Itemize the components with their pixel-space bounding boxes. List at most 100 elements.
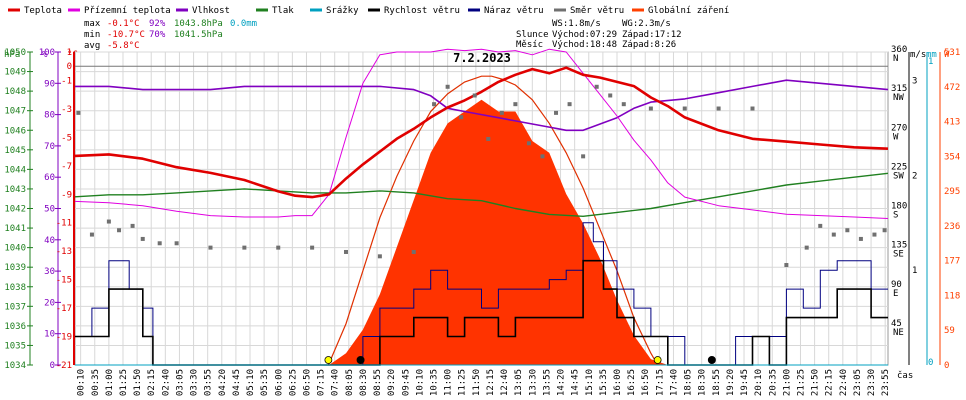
x-tick-label: 16:25 xyxy=(627,369,637,396)
sunrise-marker xyxy=(324,356,333,364)
x-tick-label: 23:30 xyxy=(867,369,877,396)
wind-direction-point xyxy=(872,232,877,237)
temp-tick: -13 xyxy=(56,247,72,257)
wind-direction-point xyxy=(581,154,586,159)
wind-direction-point xyxy=(845,228,850,233)
x-tick-label: 03:05 xyxy=(175,369,185,396)
hum-tick: 30 xyxy=(44,267,55,277)
legend-label: Globální záření xyxy=(648,6,729,16)
wind-direction-point xyxy=(784,263,789,268)
temperature-line xyxy=(74,66,889,199)
wind-tick: 2 xyxy=(912,171,917,181)
wind-direction-point xyxy=(472,93,477,98)
x-tick-label: 00:10 xyxy=(77,369,87,396)
stats-min-hum: 70% xyxy=(149,30,166,40)
rad-tick: 236 xyxy=(944,222,960,232)
x-tick-label: 01:00 xyxy=(105,369,115,396)
press-tick: 1042 xyxy=(4,205,26,215)
dir-label: SW xyxy=(893,171,904,181)
press-tick: 1048 xyxy=(4,87,26,97)
hum-tick: 0 xyxy=(50,361,55,371)
hum-tick: 80 xyxy=(44,111,55,121)
x-tick-label: 06:50 xyxy=(302,369,312,396)
x-tick-label: 07:15 xyxy=(317,369,327,396)
ws-value: WS:1.8m/s xyxy=(552,19,601,29)
dir-tick: 225 xyxy=(891,162,907,172)
wind-direction-point xyxy=(567,102,572,107)
press-tick: 1038 xyxy=(4,283,26,293)
rain-unit: mm xyxy=(926,50,937,60)
press-tick: 1036 xyxy=(4,322,26,332)
press-tick: 1043 xyxy=(4,185,26,195)
dir-tick: 360 xyxy=(891,45,907,55)
wind-direction-point xyxy=(140,236,145,241)
x-tick-label: 11:25 xyxy=(458,369,468,396)
x-tick-label: 08:05 xyxy=(345,369,355,396)
rain-tick: 1 xyxy=(928,57,933,67)
wind-direction-point xyxy=(818,223,823,228)
x-tick-label: 17:40 xyxy=(669,369,679,396)
wind-direction-point xyxy=(377,254,382,259)
stats-max-hum: 92% xyxy=(149,19,166,29)
hum-tick: 40 xyxy=(44,236,55,246)
rad-tick: 531 xyxy=(944,48,960,58)
hum-tick: 90 xyxy=(44,79,55,89)
x-tick-label: 16:00 xyxy=(613,369,623,396)
x-tick-label: 05:35 xyxy=(260,369,270,396)
wind-direction-point xyxy=(716,106,721,111)
press-tick: 1040 xyxy=(4,244,26,254)
hum-tick: 60 xyxy=(44,173,55,183)
stats-block: max -0.1°C 92% 1043.8hPa 0.0mm min -10.7… xyxy=(84,19,257,51)
wind-direction-point xyxy=(242,245,247,250)
x-tick-label: 18:55 xyxy=(712,369,722,396)
x-tick-label: 11:00 xyxy=(444,369,454,396)
x-tick-label: 19:45 xyxy=(740,369,750,396)
press-tick: 1050 xyxy=(4,48,26,58)
wind-direction-point xyxy=(540,154,545,159)
x-tick-label: 18:05 xyxy=(684,369,694,396)
temp-tick: -15 xyxy=(56,276,72,286)
global-radiation-area xyxy=(75,99,888,366)
x-tick-label: 15:10 xyxy=(585,369,595,396)
dir-label: SE xyxy=(893,250,904,260)
press-tick: 1049 xyxy=(4,68,26,78)
x-tick-label: 23:05 xyxy=(853,369,863,396)
wind-direction-point xyxy=(445,84,450,89)
x-tick-label: 21:25 xyxy=(796,369,806,396)
temp-tick: -11 xyxy=(56,219,72,229)
moon-rise: Východ:18:48 xyxy=(552,40,617,50)
x-tick-label: 08:55 xyxy=(373,369,383,396)
x-tick-label: 12:40 xyxy=(500,369,510,396)
axis-units: hPa % °C m/s mm W čas xyxy=(4,50,950,381)
x-tick-label: 04:45 xyxy=(232,369,242,396)
wind-direction-point xyxy=(831,232,836,237)
x-tick-label: 21:50 xyxy=(811,369,821,396)
wind-direction-point xyxy=(621,102,626,107)
stats-max-label: max xyxy=(84,19,101,29)
wind-unit: m/s xyxy=(910,50,926,60)
stats-max-temp: -0.1°C xyxy=(107,19,140,29)
x-tick-label: 00:35 xyxy=(91,369,101,396)
hum-unit: % xyxy=(42,50,48,60)
x-tick-label: 02:40 xyxy=(161,369,171,396)
humidity-line xyxy=(75,79,889,132)
legend: Teplota Přízemní teplota Vlhkost Tlak Srážky… xyxy=(8,6,729,16)
x-tick-label: 11:50 xyxy=(472,369,482,396)
press-tick: 1034 xyxy=(4,361,26,371)
sun-moon-info: WS:1.8m/s WG:2.3m/s Slunce Východ:07:29 … xyxy=(516,19,682,50)
moon-set: Západ:8:26 xyxy=(622,40,676,50)
wind-direction-point xyxy=(411,249,416,254)
wind-direction-point xyxy=(276,245,281,250)
press-tick: 1039 xyxy=(4,263,26,273)
dir-label: NW xyxy=(893,93,904,103)
wind-direction-point xyxy=(459,115,464,120)
hum-tick: 70 xyxy=(44,142,55,152)
wind-tick: 3 xyxy=(912,76,917,86)
press-unit: hPa xyxy=(4,50,20,60)
wind-direction-point xyxy=(174,241,179,246)
press-tick: 1041 xyxy=(4,224,26,234)
dir-tick: 45 xyxy=(891,319,902,329)
x-tick-label: 22:15 xyxy=(825,369,835,396)
x-tick-label: 10:35 xyxy=(430,369,440,396)
moonrise-marker xyxy=(707,356,716,364)
